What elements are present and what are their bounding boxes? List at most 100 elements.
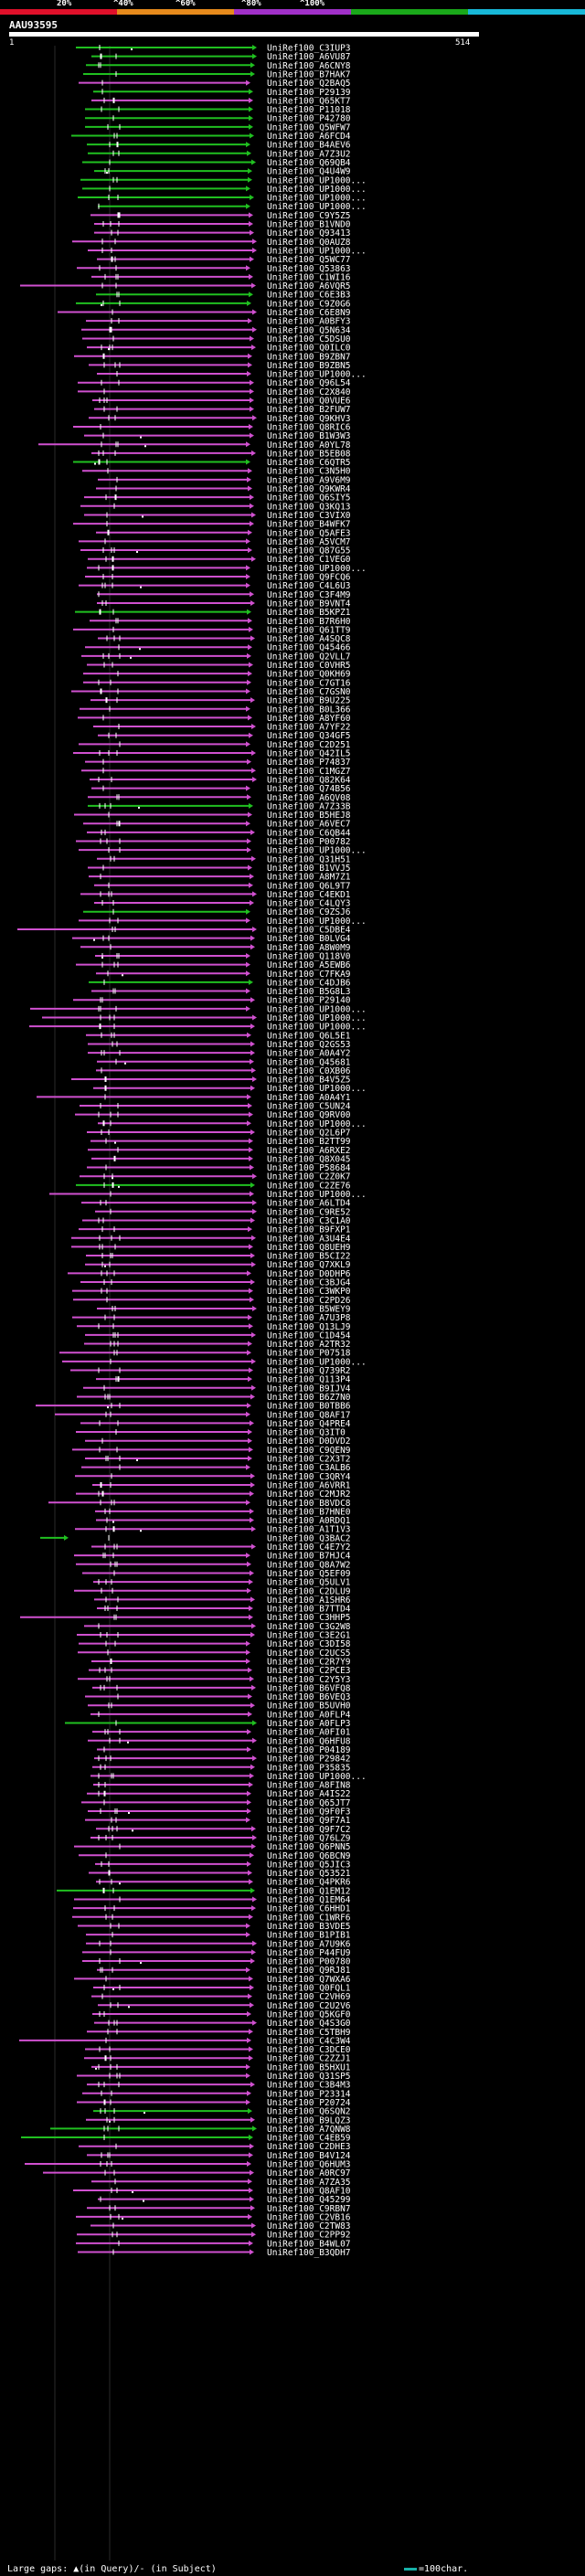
hit-label[interactable]: UniRef100_B0L366 <box>267 705 351 715</box>
hit-label[interactable]: UniRef100_C1D454 <box>267 1330 351 1341</box>
hit-label[interactable]: UniRef100_B7HAK7 <box>267 69 351 80</box>
hit-label[interactable]: UniRef100_B5HXU1 <box>267 2062 351 2072</box>
hit-label[interactable]: UniRef100_C2Y5Y3 <box>267 1675 351 1685</box>
hit-label[interactable]: UniRef100_B5KPZ1 <box>267 608 351 618</box>
hit-label[interactable]: UniRef100_P29842 <box>267 1754 351 1765</box>
hit-label[interactable]: UniRef100_A6CNY8 <box>267 61 351 71</box>
hit-label[interactable]: UniRef100_P11018 <box>267 105 351 115</box>
hit-label[interactable]: UniRef100_Q9FCQ6 <box>267 573 351 583</box>
hit-label[interactable]: UniRef100_C2ZE76 <box>267 1181 351 1191</box>
hit-label[interactable]: UniRef100_Q8X045 <box>267 1154 351 1164</box>
hit-label[interactable]: UniRef100_C9Y5Z5 <box>267 211 351 221</box>
hit-label[interactable]: UniRef100_Q9KHV3 <box>267 414 351 424</box>
hit-label[interactable]: UniRef100_B4WFK7 <box>267 520 351 530</box>
hit-label[interactable]: UniRef100_Q45299 <box>267 2195 351 2205</box>
hit-label[interactable]: UniRef100_UP1000... <box>267 1084 367 1094</box>
hit-label[interactable]: UniRef100_C4DJB6 <box>267 978 351 988</box>
hit-label[interactable]: UniRef100_Q0KH69 <box>267 670 351 680</box>
hit-label[interactable]: UniRef100_Q82K64 <box>267 775 351 785</box>
hit-label[interactable]: UniRef100_C2PCE3 <box>267 1666 351 1676</box>
hit-label[interactable]: UniRef100_Q74B56 <box>267 784 351 794</box>
hit-label[interactable]: UniRef100_Q0AUZ8 <box>267 238 351 248</box>
hit-label[interactable]: UniRef100_Q8RIC6 <box>267 422 351 432</box>
hit-label[interactable]: UniRef100_Q2VLL7 <box>267 652 351 662</box>
hit-label[interactable]: UniRef100_B7HJC4 <box>267 1552 351 1562</box>
hit-label[interactable]: UniRef100_B9FXP1 <box>267 1225 351 1235</box>
hit-label[interactable]: UniRef100_C3DI58 <box>267 1639 351 1649</box>
hit-label[interactable]: UniRef100_A1SHR6 <box>267 1595 351 1606</box>
hit-label[interactable]: UniRef100_B6VFQ8 <box>267 1683 351 1693</box>
hit-label[interactable]: UniRef100_B9IJV4 <box>267 1383 351 1394</box>
hit-label[interactable]: UniRef100_A7U3P8 <box>267 1313 351 1323</box>
hit-label[interactable]: UniRef100_A0FLP3 <box>267 1719 351 1729</box>
hit-label[interactable]: UniRef100_B9ZBN5 <box>267 361 351 371</box>
hit-label[interactable]: UniRef100_C6E8N9 <box>267 308 351 318</box>
hit-label[interactable]: UniRef100_C1VEG0 <box>267 555 351 565</box>
hit-label[interactable]: UniRef100_Q5ULV1 <box>267 1578 351 1588</box>
hit-label[interactable]: UniRef100_Q0VUE6 <box>267 397 351 407</box>
hit-label[interactable]: UniRef100_Q3BAC2 <box>267 1533 351 1543</box>
hit-label[interactable]: UniRef100_Q5JIC3 <box>267 1860 351 1870</box>
hit-label[interactable]: UniRef100_C3DCE0 <box>267 2045 351 2055</box>
hit-label[interactable]: UniRef100_C2DLU9 <box>267 1586 351 1596</box>
hit-label[interactable]: UniRef100_B5HEJ8 <box>267 811 351 821</box>
hit-label[interactable]: UniRef100_C9RBN7 <box>267 2204 351 2214</box>
hit-label[interactable]: UniRef100_C2U2V6 <box>267 2001 351 2011</box>
hit-label[interactable]: UniRef100_B7HNE0 <box>267 1507 351 1517</box>
hit-label[interactable]: UniRef100_B5CI22 <box>267 1252 351 1262</box>
hit-label[interactable]: UniRef100_B3VDE5 <box>267 1922 351 1932</box>
hit-label[interactable]: UniRef100_A8W0M9 <box>267 943 351 953</box>
hit-label[interactable]: UniRef100_B0TBB6 <box>267 1402 351 1412</box>
hit-label[interactable]: UniRef100_A4SQC8 <box>267 634 351 644</box>
hit-label[interactable]: UniRef100_A6VEC7 <box>267 820 351 830</box>
hit-label[interactable]: UniRef100_C3VIX0 <box>267 511 351 521</box>
hit-label[interactable]: UniRef100_Q5EF09 <box>267 1569 351 1579</box>
hit-label[interactable]: UniRef100_C0XB06 <box>267 1066 351 1076</box>
hit-label[interactable]: UniRef100_Q6SQN2 <box>267 2107 351 2117</box>
hit-label[interactable]: UniRef100_Q2BAQ5 <box>267 79 351 89</box>
hit-label[interactable]: UniRef100_A4IS22 <box>267 1789 351 1799</box>
hit-label[interactable]: UniRef100_Q113P4 <box>267 1375 351 1385</box>
hit-label[interactable]: UniRef100_C7GSN0 <box>267 687 351 697</box>
hit-label[interactable]: UniRef100_Q6L9T7 <box>267 881 351 891</box>
hit-label[interactable]: UniRef100_A2TR32 <box>267 1340 351 1350</box>
hit-label[interactable]: UniRef100_Q31H51 <box>267 854 351 864</box>
hit-label[interactable]: UniRef100_C1WRF6 <box>267 1913 351 1923</box>
hit-label[interactable]: UniRef100_Q2GS53 <box>267 1040 351 1050</box>
hit-label[interactable]: UniRef100_Q9F0F3 <box>267 1807 351 1818</box>
hit-label[interactable]: UniRef100_C6HHD1 <box>267 1904 351 1914</box>
hit-label[interactable]: UniRef100_A0YL78 <box>267 440 351 451</box>
hit-label[interactable]: UniRef100_Q2L6P7 <box>267 1128 351 1138</box>
hit-label[interactable]: UniRef100_A5EWB6 <box>267 960 351 970</box>
hit-label[interactable]: UniRef100_C4L6U3 <box>267 581 351 591</box>
hit-label[interactable]: UniRef100_Q65KT7 <box>267 96 351 106</box>
hit-label[interactable]: UniRef100_C9RE52 <box>267 1207 351 1217</box>
hit-label[interactable]: UniRef100_A7Z3U2 <box>267 149 351 159</box>
hit-label[interactable]: UniRef100_C4C3W4 <box>267 2036 351 2046</box>
hit-label[interactable]: UniRef100_UP1000... <box>267 846 367 856</box>
hit-label[interactable]: UniRef100_A8YF60 <box>267 714 351 724</box>
hit-label[interactable]: UniRef100_A7QNW8 <box>267 2125 351 2135</box>
hit-label[interactable]: UniRef100_C7FKA9 <box>267 970 351 980</box>
hit-label[interactable]: UniRef100_Q5N634 <box>267 325 351 335</box>
hit-label[interactable]: UniRef100_Q4U4W9 <box>267 167 351 177</box>
hit-label[interactable]: UniRef100_C3BJG4 <box>267 1278 351 1288</box>
hit-label[interactable]: UniRef100_Q1EM12 <box>267 1886 351 1896</box>
hit-label[interactable]: UniRef100_C3HHP5 <box>267 1613 351 1623</box>
hit-label[interactable]: UniRef100_C9ZSJ6 <box>267 907 351 917</box>
hit-label[interactable]: UniRef100_P00782 <box>267 837 351 847</box>
hit-label[interactable]: UniRef100_Q9RV00 <box>267 1110 351 1120</box>
hit-label[interactable]: UniRef100_UP1000... <box>267 1357 367 1367</box>
hit-label[interactable]: UniRef100_P58684 <box>267 1163 351 1173</box>
hit-label[interactable]: UniRef100_UP1000... <box>267 246 367 256</box>
hit-label[interactable]: UniRef100_C3C1A0 <box>267 1216 351 1226</box>
hit-label[interactable]: UniRef100_C0VHR5 <box>267 661 351 671</box>
hit-label[interactable]: UniRef100_C4EB59 <box>267 2134 351 2144</box>
hit-label[interactable]: UniRef100_A0A4Y1 <box>267 1093 351 1103</box>
hit-label[interactable]: UniRef100_A6FCD4 <box>267 132 351 142</box>
hit-label[interactable]: UniRef100_C3E2G1 <box>267 1631 351 1641</box>
hit-label[interactable]: UniRef100_Q8UEH9 <box>267 1243 351 1253</box>
hit-label[interactable]: UniRef100_Q3IT0 <box>267 1428 346 1438</box>
hit-label[interactable]: UniRef100_C9Z0G6 <box>267 299 351 309</box>
hit-label[interactable]: UniRef100_A7ZA35 <box>267 2178 351 2188</box>
